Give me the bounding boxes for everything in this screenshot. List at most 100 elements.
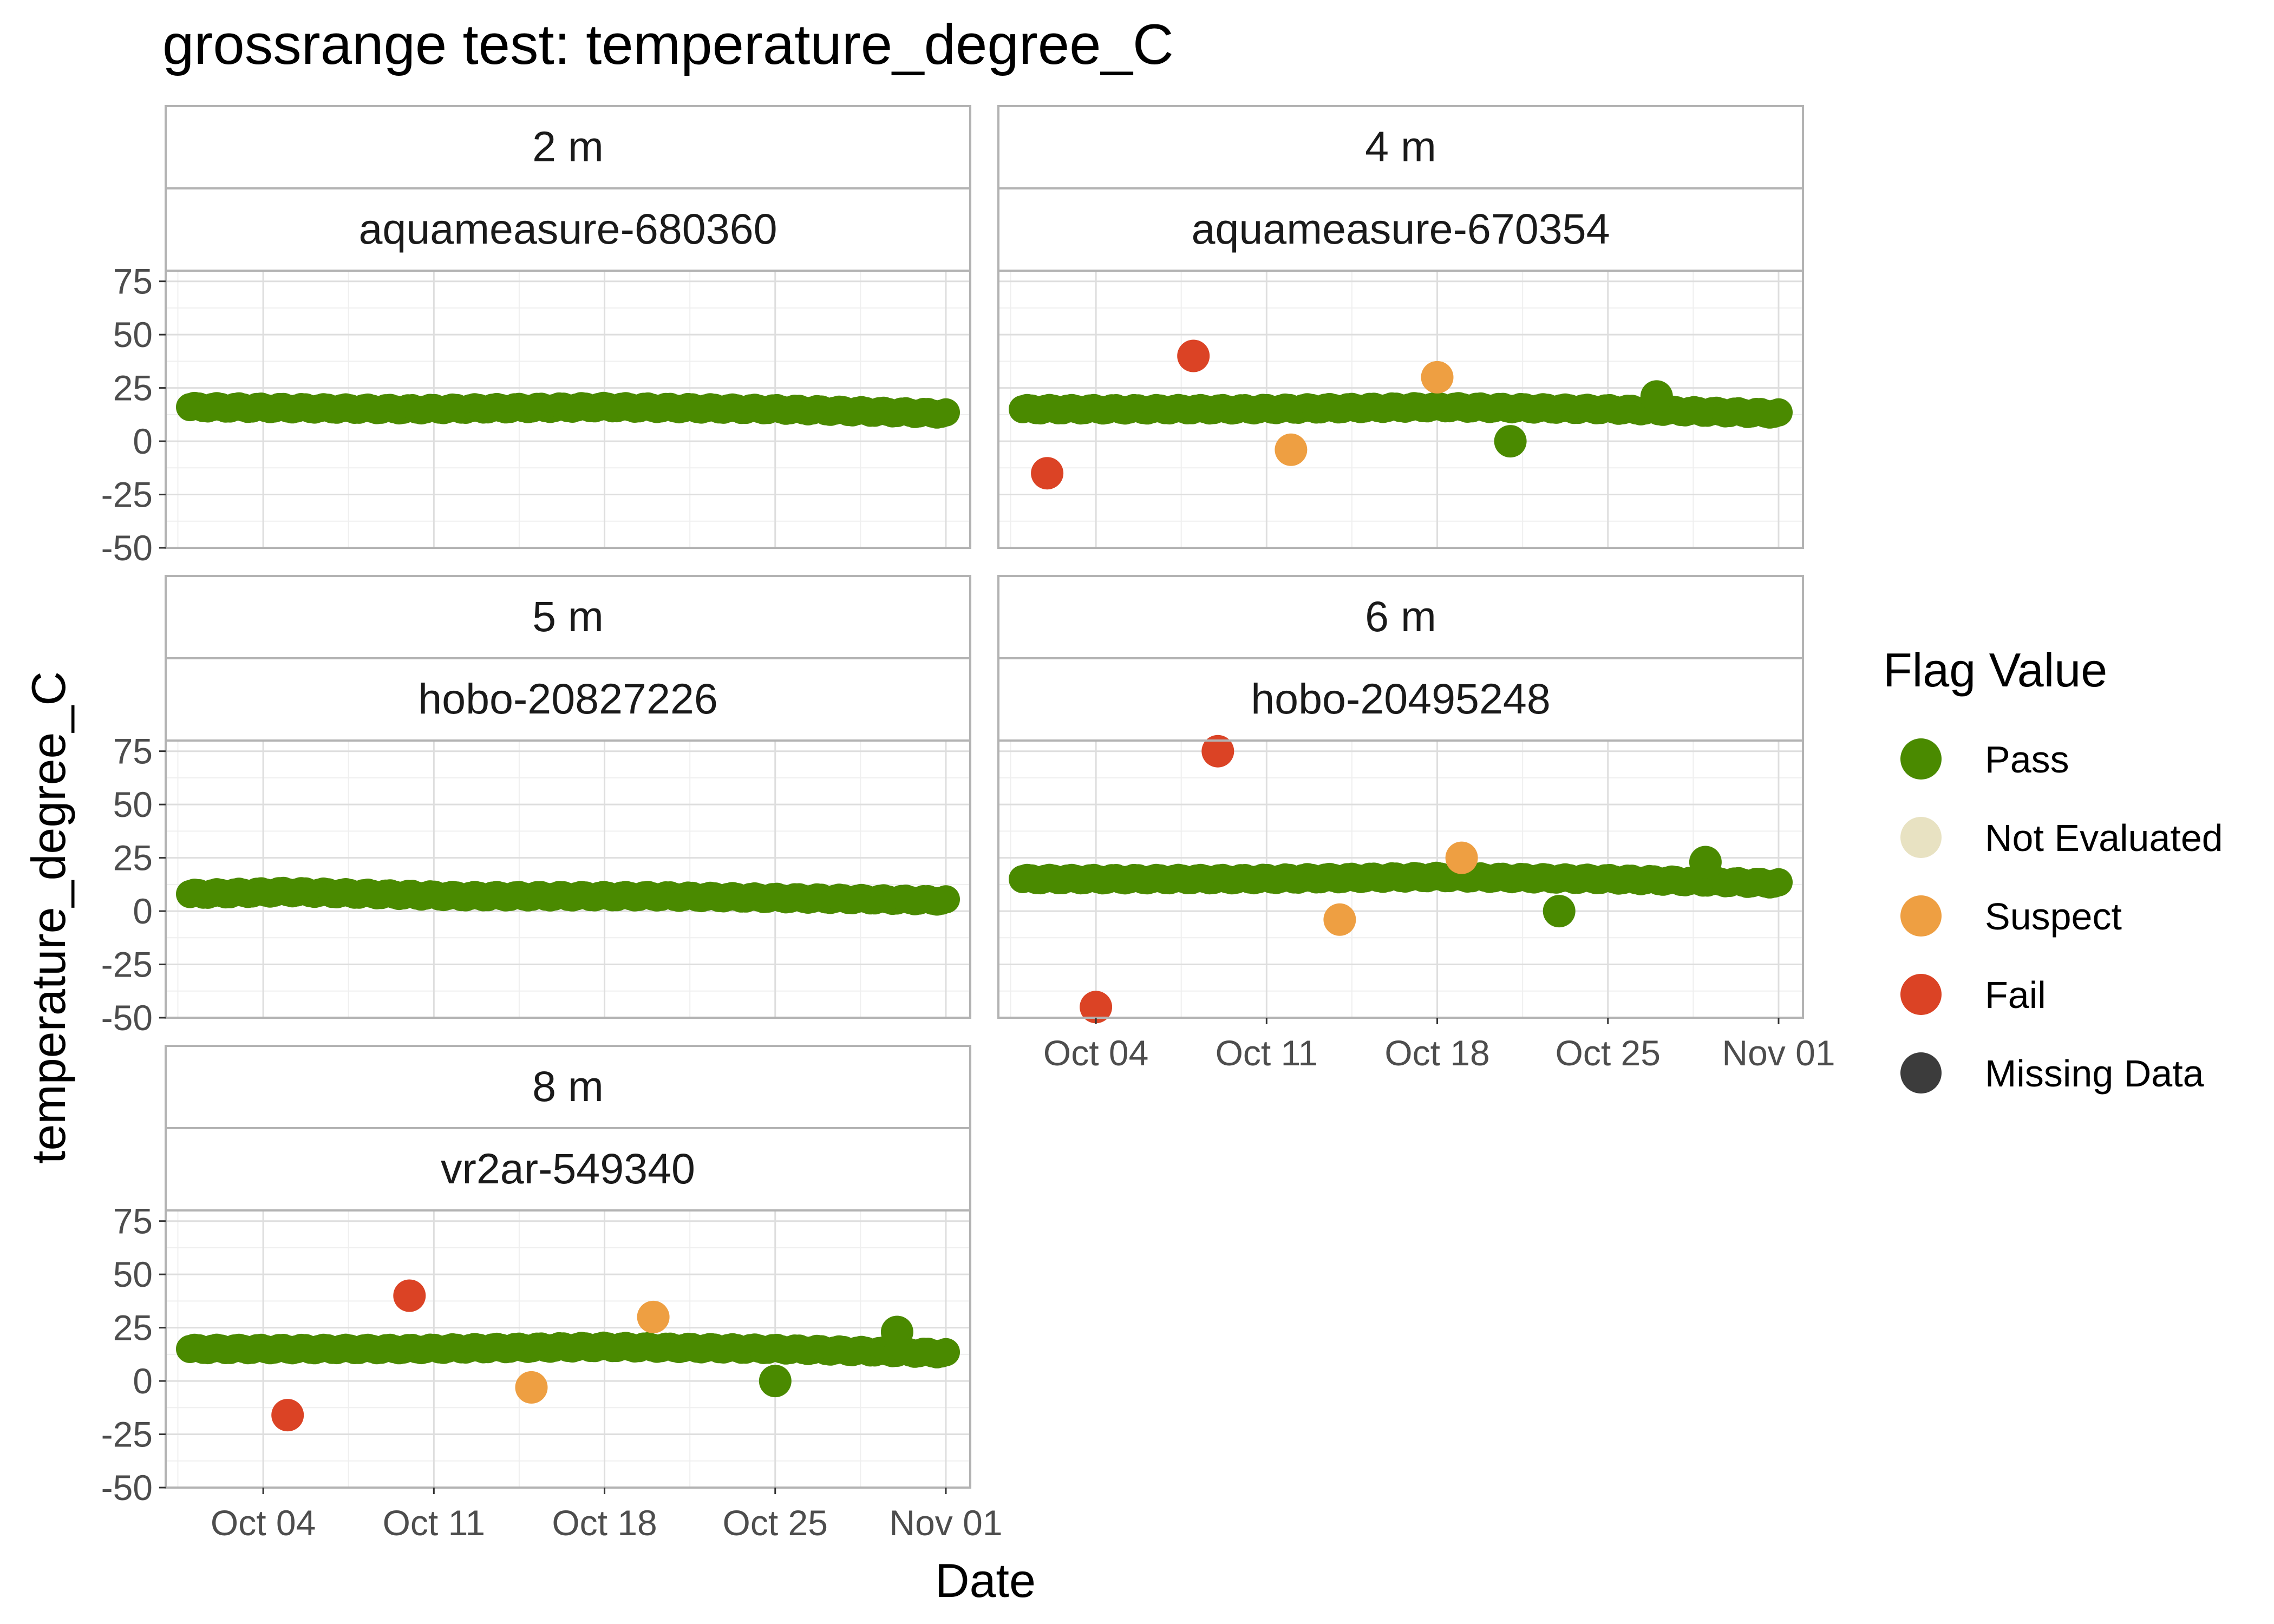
outlier-point: [1080, 991, 1113, 1024]
strip-sensor: aquameasure-680360: [165, 187, 971, 272]
facet-panel: 6 m hobo-20495248 Oct 04 Oct 11 Oct 18 Oct 25…: [997, 575, 1835, 1073]
outlier-point: [1421, 361, 1454, 394]
y-axis: 75 50 25 0 -25 -50: [101, 731, 166, 1038]
strip-depth-label: 5 m: [532, 592, 604, 640]
strip-sensor: hobo-20827226: [165, 657, 971, 742]
outlier-point: [1494, 425, 1527, 458]
strip-depth: 2 m: [165, 105, 971, 189]
x-tick-label: Nov 01: [889, 1503, 1002, 1543]
legend-entries: Pass Not Evaluated Suspect Fail Missing Data: [1900, 738, 2223, 1095]
pass-points: [176, 876, 960, 916]
legend-title: Flag Value: [1883, 643, 2107, 697]
outlier-point: [1640, 380, 1673, 413]
y-tick-label: 25: [113, 368, 153, 408]
legend-label: Suspect: [1985, 895, 2122, 938]
outlier-point: [271, 1399, 304, 1432]
y-axis: 75 50 25 0 -25 -50: [101, 1201, 166, 1508]
legend-swatch: [1900, 738, 1942, 780]
facet-panel: 2 m aquameasure-680360 75 50 25 0 -25 -50: [101, 105, 971, 568]
data-point: [932, 398, 960, 427]
outlier-point: [880, 1315, 913, 1348]
data-point: [932, 1338, 960, 1366]
strip-depth-label: 6 m: [1365, 592, 1436, 640]
pass-points: [1009, 861, 1793, 899]
legend-swatch: [1900, 895, 1942, 937]
chart-title: grossrange test: temperature_degree_C: [162, 13, 1174, 76]
panel-border: [165, 1209, 971, 1489]
y-tick-label: 0: [133, 1361, 153, 1401]
y-tick-label: -25: [101, 1415, 153, 1455]
x-tick-label: Oct 11: [383, 1503, 486, 1543]
outlier-point: [637, 1300, 670, 1333]
x-tick-label: Oct 04: [1043, 1033, 1148, 1073]
strip-depth: 6 m: [997, 575, 1804, 659]
y-tick-label: -25: [101, 945, 153, 985]
panels-layer: 2 m aquameasure-680360 75 50 25 0 -25 -50 4 m aqu…: [101, 105, 1835, 1543]
data-point: [1765, 398, 1793, 427]
x-tick-label: Oct 11: [1216, 1033, 1318, 1073]
y-tick-label: 75: [113, 261, 153, 302]
y-axis-title: temperature_degree_C: [22, 671, 75, 1164]
outlier-point: [1689, 846, 1722, 879]
strip-sensor-label: hobo-20495248: [1251, 675, 1551, 723]
legend-entry: Fail: [1900, 974, 2046, 1016]
legend-label: Missing Data: [1985, 1052, 2204, 1095]
legend-label: Not Evaluated: [1985, 817, 2223, 859]
x-axis-title: Date: [935, 1554, 1036, 1607]
x-axis: Oct 04 Oct 11 Oct 18 Oct 25 Nov 01: [1043, 1018, 1835, 1073]
y-tick-label: 0: [133, 421, 153, 461]
x-tick-label: Oct 25: [1556, 1033, 1661, 1073]
y-tick-label: -50: [101, 528, 153, 568]
strip-sensor-label: hobo-20827226: [418, 675, 718, 723]
strip-sensor-label: aquameasure-680360: [358, 205, 777, 253]
y-tick-label: 50: [113, 784, 153, 824]
legend: Flag Value Pass Not Evaluated Suspect Fail M…: [1883, 643, 2223, 1095]
panel-border: [165, 739, 971, 1019]
x-tick-label: Oct 25: [723, 1503, 828, 1543]
y-tick-label: 50: [113, 1254, 153, 1294]
y-tick-label: 0: [133, 891, 153, 931]
data-point: [1765, 868, 1793, 896]
x-tick-label: Oct 18: [552, 1503, 657, 1543]
panel-border: [997, 270, 1804, 549]
y-tick-label: 25: [113, 1308, 153, 1348]
outlier-point: [1445, 841, 1478, 874]
panel-border: [997, 739, 1804, 1019]
outlier-point: [759, 1365, 792, 1398]
legend-entry: Not Evaluated: [1900, 817, 2223, 859]
pass-points: [176, 1331, 960, 1368]
outlier-point: [515, 1371, 548, 1404]
legend-entry: Suspect: [1900, 895, 2122, 938]
legend-entry: Missing Data: [1900, 1052, 2204, 1095]
y-tick-label: -50: [101, 1468, 153, 1508]
legend-swatch: [1900, 974, 1942, 1015]
y-tick-label: 50: [113, 315, 153, 355]
strip-depth: 8 m: [165, 1045, 971, 1129]
y-tick-label: 25: [113, 838, 153, 878]
x-axis: Oct 04 Oct 11 Oct 18 Oct 25 Nov 01: [211, 1488, 1003, 1543]
y-tick-label: -25: [101, 475, 153, 515]
pass-points: [176, 391, 960, 429]
x-tick-label: Oct 04: [211, 1503, 316, 1543]
strip-sensor: hobo-20495248: [997, 657, 1804, 742]
outlier-point: [1177, 339, 1210, 372]
facet-panel: 4 m aquameasure-670354: [997, 105, 1804, 549]
legend-swatch: [1900, 1052, 1942, 1093]
strip-sensor-label: vr2ar-549340: [441, 1144, 695, 1193]
strip-sensor-label: aquameasure-670354: [1191, 205, 1610, 253]
facet-panel: 5 m hobo-20827226 75 50 25 0 -25 -50: [101, 575, 971, 1038]
panel-border: [165, 270, 971, 549]
strip-depth-label: 4 m: [1365, 122, 1436, 171]
y-tick-label: 75: [113, 731, 153, 771]
legend-entry: Pass: [1900, 738, 2069, 781]
facet-panel: 8 m vr2ar-549340 75 50 25 0 -25 -50 Oct 04 Oct 11…: [101, 1045, 1003, 1543]
strip-depth: 4 m: [997, 105, 1804, 189]
outlier-point: [1031, 457, 1064, 490]
strip-depth-label: 2 m: [532, 122, 604, 171]
strip-depth: 5 m: [165, 575, 971, 659]
x-tick-label: Oct 18: [1384, 1033, 1489, 1073]
outlier-point: [1201, 735, 1234, 768]
legend-label: Fail: [1985, 974, 2046, 1016]
y-axis: 75 50 25 0 -25 -50: [101, 261, 166, 568]
outlier-point: [393, 1279, 426, 1312]
